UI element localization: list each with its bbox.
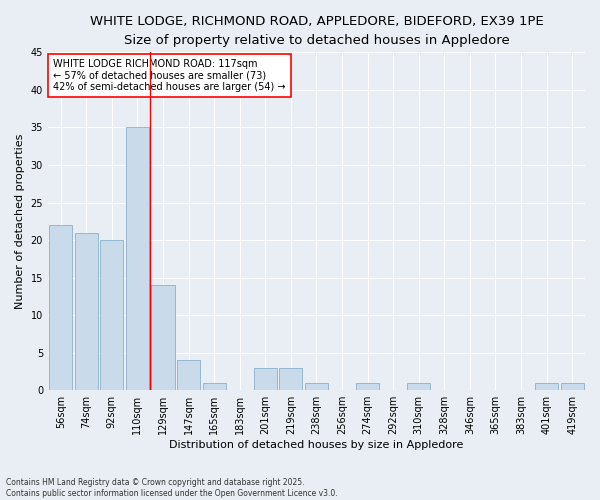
Bar (203, 382, 226, 390)
Bar (75, 232, 98, 390)
Title: WHITE LODGE, RICHMOND ROAD, APPLEDORE, BIDEFORD, EX39 1PE
Size of property relat: WHITE LODGE, RICHMOND ROAD, APPLEDORE, B… (89, 15, 544, 47)
Bar (407, 382, 430, 390)
Bar (177, 360, 200, 390)
Bar (280, 368, 302, 390)
Text: WHITE LODGE RICHMOND ROAD: 117sqm
← 57% of detached houses are smaller (73)
42% : WHITE LODGE RICHMOND ROAD: 117sqm ← 57% … (53, 59, 286, 92)
Bar (305, 382, 328, 390)
Bar (151, 285, 175, 390)
Y-axis label: Number of detached properties: Number of detached properties (15, 134, 25, 309)
Text: Contains HM Land Registry data © Crown copyright and database right 2025.
Contai: Contains HM Land Registry data © Crown c… (6, 478, 338, 498)
X-axis label: Distribution of detached houses by size in Appledore: Distribution of detached houses by size … (169, 440, 464, 450)
Bar (49, 225, 72, 390)
Bar (356, 382, 379, 390)
Bar (100, 240, 124, 390)
Bar (126, 128, 149, 390)
Bar (561, 382, 584, 390)
Bar (535, 382, 558, 390)
Bar (254, 368, 277, 390)
